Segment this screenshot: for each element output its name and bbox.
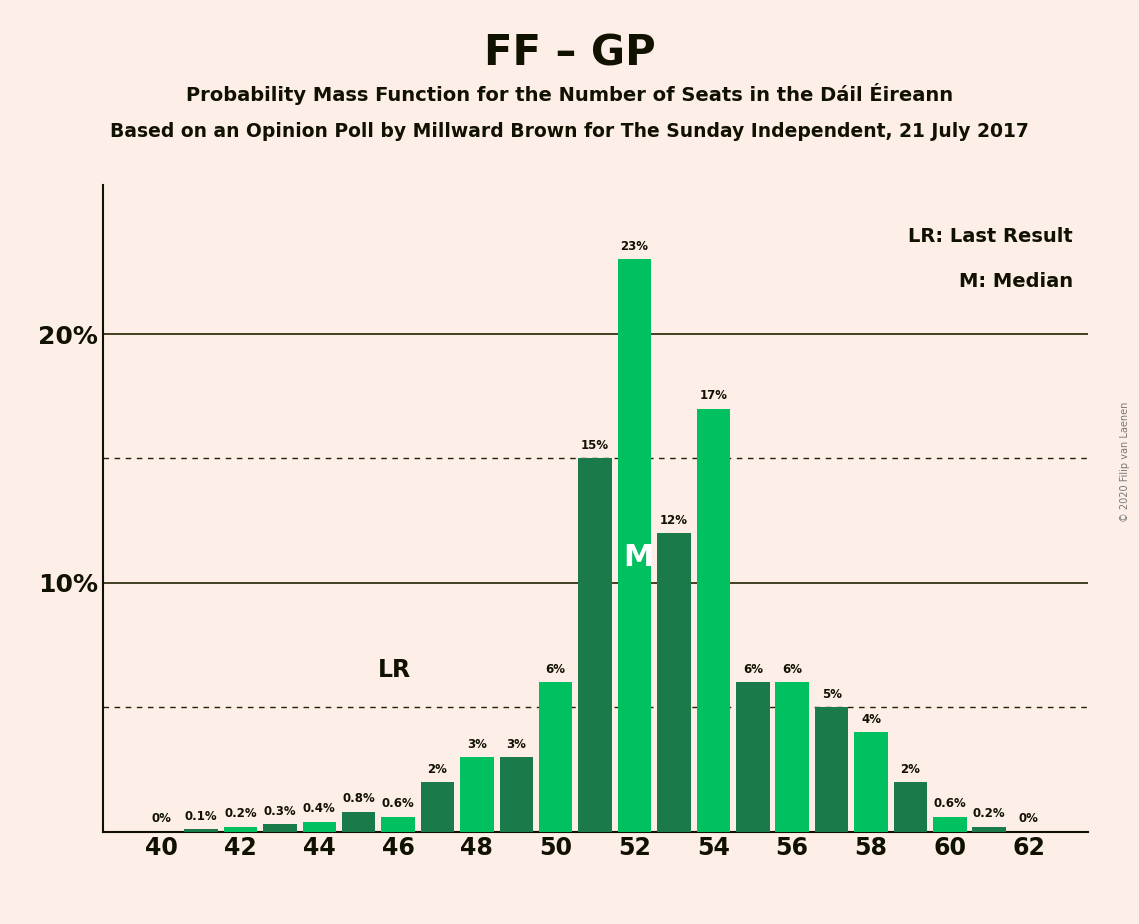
Text: 6%: 6%	[782, 663, 802, 676]
Text: 0.8%: 0.8%	[343, 793, 375, 806]
Bar	[854, 732, 887, 832]
Text: 12%: 12%	[659, 514, 688, 527]
Bar	[342, 811, 376, 832]
Text: 2%: 2%	[901, 762, 920, 775]
Bar	[736, 682, 770, 832]
Bar	[814, 707, 849, 832]
Text: 0.4%: 0.4%	[303, 802, 336, 816]
Bar	[460, 757, 493, 832]
Text: Based on an Opinion Poll by Millward Brown for The Sunday Independent, 21 July 2: Based on an Opinion Poll by Millward Bro…	[110, 122, 1029, 141]
Bar	[973, 827, 1006, 832]
Text: 0.1%: 0.1%	[185, 810, 218, 823]
Bar	[776, 682, 809, 832]
Text: 6%: 6%	[546, 663, 566, 676]
Text: 2%: 2%	[427, 762, 448, 775]
Text: 0.2%: 0.2%	[224, 808, 256, 821]
Text: 4%: 4%	[861, 713, 880, 726]
Text: M: M	[623, 543, 654, 573]
Bar	[539, 682, 573, 832]
Text: 23%: 23%	[621, 240, 648, 253]
Bar	[303, 821, 336, 832]
Text: 0%: 0%	[1018, 812, 1039, 825]
Text: 6%: 6%	[743, 663, 763, 676]
Text: FF – GP: FF – GP	[484, 32, 655, 74]
Bar	[420, 782, 454, 832]
Text: 0.2%: 0.2%	[973, 808, 1006, 821]
Text: 3%: 3%	[467, 737, 486, 750]
Bar	[894, 782, 927, 832]
Text: Probability Mass Function for the Number of Seats in the Dáil Éireann: Probability Mass Function for the Number…	[186, 83, 953, 105]
Text: 3%: 3%	[507, 737, 526, 750]
Bar	[223, 827, 257, 832]
Bar	[697, 408, 730, 832]
Text: M: Median: M: Median	[959, 272, 1073, 291]
Bar	[263, 824, 296, 832]
Text: 0%: 0%	[151, 812, 172, 825]
Text: LR: LR	[377, 658, 411, 682]
Text: 15%: 15%	[581, 439, 609, 452]
Bar	[579, 458, 612, 832]
Bar	[382, 817, 415, 832]
Text: 17%: 17%	[699, 390, 728, 403]
Bar	[657, 533, 690, 832]
Text: 0.3%: 0.3%	[263, 805, 296, 818]
Text: LR: Last Result: LR: Last Result	[908, 226, 1073, 246]
Bar	[185, 829, 218, 832]
Bar	[933, 817, 967, 832]
Text: 0.6%: 0.6%	[382, 797, 415, 810]
Text: 0.6%: 0.6%	[934, 797, 966, 810]
Bar	[500, 757, 533, 832]
Bar	[617, 260, 652, 832]
Text: © 2020 Filip van Laenen: © 2020 Filip van Laenen	[1120, 402, 1130, 522]
Text: 5%: 5%	[821, 688, 842, 701]
